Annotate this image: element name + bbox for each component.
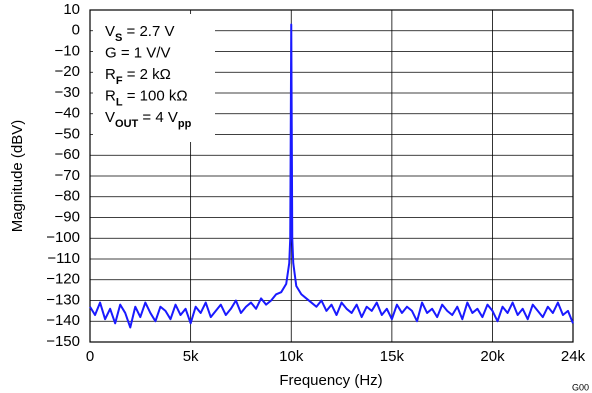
x-tick-label: 20k <box>480 348 505 365</box>
y-tick-label: −150 <box>46 333 80 350</box>
y-axis-title: Magnitude (dBV) <box>9 120 26 233</box>
y-tick-label: −60 <box>55 146 80 163</box>
y-tick-label: −20 <box>55 63 80 80</box>
y-tick-label: −10 <box>55 42 80 59</box>
x-axis-title: Frequency (Hz) <box>279 372 382 389</box>
y-tick-label: −90 <box>55 208 80 225</box>
annotation-box <box>93 14 215 142</box>
annotation-part: F <box>116 75 123 87</box>
annotation-part: L <box>116 96 123 108</box>
annotation-part: R <box>105 87 116 104</box>
x-tick-label: 0 <box>86 348 94 365</box>
annotation-part: = 100 kΩ <box>123 87 188 104</box>
annotation-part: R <box>105 66 116 83</box>
annotation: G = 1 V/V <box>105 44 170 61</box>
annotation-part: pp <box>178 118 192 130</box>
x-tick-label: 15k <box>380 348 405 365</box>
y-tick-label: −80 <box>55 188 80 205</box>
annotation-part: = 4 V <box>138 109 178 126</box>
y-tick-label: −40 <box>55 105 80 122</box>
annotation-part: OUT <box>115 118 139 130</box>
annotation-part: V <box>105 109 115 126</box>
annotation-part: V <box>105 23 115 40</box>
y-tick-label: −120 <box>46 271 80 288</box>
figure-id: G00 <box>572 382 589 392</box>
y-tick-label: −100 <box>46 229 80 246</box>
x-tick-label: 5k <box>183 348 199 365</box>
y-tick-label: −140 <box>46 312 80 329</box>
y-tick-label: 10 <box>63 1 80 18</box>
y-tick-label: −130 <box>46 291 80 308</box>
annotation-part: = 2.7 V <box>122 23 174 40</box>
x-tick-label: 24k <box>561 348 586 365</box>
x-tick-label: 10k <box>279 348 304 365</box>
y-tick-label: −50 <box>55 125 80 142</box>
annotation-part: S <box>115 32 122 44</box>
annotation-part: G = 1 V/V <box>105 44 170 61</box>
annotation: RF = 2 kΩ <box>105 66 171 87</box>
annotation-part: = 2 kΩ <box>123 66 171 83</box>
y-tick-label: −30 <box>55 84 80 101</box>
y-tick-label: −70 <box>55 167 80 184</box>
annotation: VOUT = 4 Vpp <box>105 109 192 130</box>
annotation: RL = 100 kΩ <box>105 87 188 108</box>
y-tick-label: 0 <box>72 22 80 39</box>
series-line <box>89 23 574 329</box>
annotation: VS = 2.7 V <box>105 23 174 44</box>
y-tick-label: −110 <box>47 250 80 267</box>
plot-frame <box>89 9 574 343</box>
